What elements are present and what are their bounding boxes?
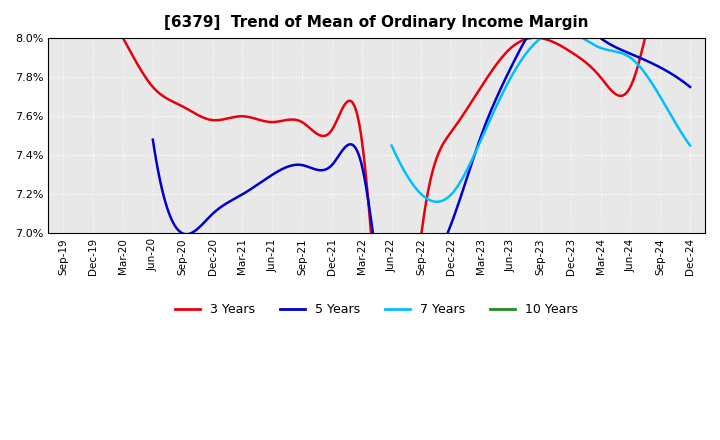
5 Years [605, 41, 613, 47]
Line: 5 Years: 5 Years [153, 11, 690, 361]
5 Years [468, 158, 477, 163]
5 Years [148, 137, 157, 142]
7 Years [432, 199, 441, 205]
7 Years [566, 29, 575, 35]
7 Years [641, 71, 649, 76]
7 Years [660, 101, 668, 106]
5 Years [470, 152, 479, 158]
7 Years [572, 32, 580, 37]
5 Years [479, 127, 487, 132]
7 Years [387, 143, 396, 148]
Legend: 3 Years, 5 Years, 7 Years, 10 Years: 3 Years, 5 Years, 7 Years, 10 Years [170, 298, 583, 321]
5 Years [553, 8, 562, 14]
7 Years [685, 143, 694, 148]
3 Years [390, 429, 399, 434]
3 Years [590, 67, 598, 72]
3 Years [629, 77, 638, 82]
7 Years [388, 145, 397, 150]
5 Years [685, 84, 694, 90]
Line: 3 Years: 3 Years [63, 0, 690, 431]
3 Years [685, 0, 694, 2]
7 Years [567, 30, 575, 35]
Line: 7 Years: 7 Years [392, 30, 690, 202]
5 Years [639, 57, 648, 62]
3 Years [445, 132, 454, 138]
3 Years [432, 156, 441, 161]
Title: [6379]  Trend of Mean of Ordinary Income Margin: [6379] Trend of Mean of Ordinary Income … [164, 15, 589, 30]
5 Years [395, 359, 403, 364]
7 Years [557, 28, 566, 33]
5 Years [150, 149, 159, 154]
3 Years [434, 150, 443, 156]
